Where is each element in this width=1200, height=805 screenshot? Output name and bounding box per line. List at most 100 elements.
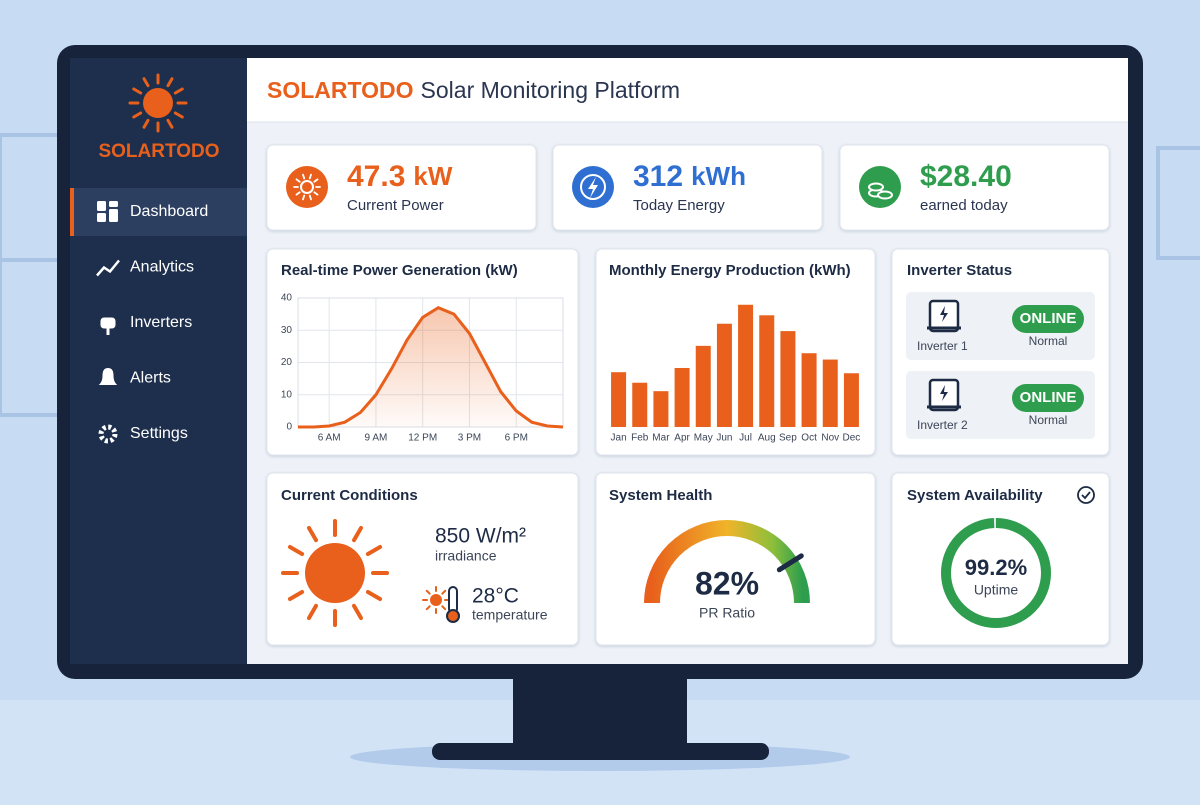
icon-part bbox=[98, 424, 118, 444]
logo-sun-ray bbox=[132, 87, 143, 95]
x-tick-label: Aug bbox=[758, 433, 776, 444]
status-pill bbox=[1012, 384, 1084, 412]
inverter-state: Normal bbox=[1029, 334, 1068, 348]
x-tick-label: Oct bbox=[801, 433, 817, 444]
inverter-status: ONLINE bbox=[1020, 389, 1077, 406]
sun bbox=[305, 543, 365, 603]
nav-icon bbox=[96, 259, 120, 277]
bar bbox=[801, 353, 817, 427]
kpi-label: Current Power bbox=[347, 197, 444, 214]
kpi-icon-ring bbox=[580, 174, 606, 200]
card bbox=[266, 144, 537, 231]
x-tick-label: Apr bbox=[674, 433, 690, 444]
x-tick-label: Jan bbox=[611, 433, 627, 444]
logo-sun-ray bbox=[132, 111, 143, 119]
x-tick-label: Mar bbox=[652, 433, 670, 444]
sun-ray bbox=[307, 525, 318, 543]
x-tick-label: Jun bbox=[716, 433, 732, 444]
kpi-icon-sun bbox=[300, 180, 314, 194]
kpi-label: Today Energy bbox=[633, 197, 725, 214]
kpi-value: 312 kWh bbox=[633, 160, 746, 193]
kpi-value: $28.40 bbox=[920, 160, 1012, 193]
nav-icon bbox=[100, 317, 116, 335]
stand-neck bbox=[513, 678, 687, 746]
window bbox=[0, 133, 62, 417]
logo-sun-ray bbox=[142, 118, 150, 129]
brand: SOLARTODO bbox=[267, 77, 414, 103]
inverter-status: ONLINE bbox=[1020, 310, 1077, 327]
header bbox=[247, 58, 1128, 122]
x-tick-label: 6 AM bbox=[318, 433, 341, 444]
icon-part bbox=[109, 201, 118, 207]
bar bbox=[632, 382, 648, 427]
x-tick-label: May bbox=[694, 433, 713, 444]
sidebar-brand: SOLARTODO bbox=[98, 141, 219, 162]
sidebar bbox=[70, 58, 247, 664]
ring-value-label: 99.2% bbox=[965, 555, 1027, 580]
thermometer-bulb bbox=[446, 609, 460, 623]
card-title: System Health bbox=[609, 487, 712, 504]
y-tick-label: 40 bbox=[281, 293, 293, 304]
y-tick-label: 0 bbox=[286, 422, 292, 433]
bar bbox=[843, 373, 859, 427]
logo-sun-ray bbox=[166, 118, 174, 129]
inverter-name: Inverter 1 bbox=[917, 339, 968, 353]
card bbox=[891, 472, 1110, 646]
thermo-sun-ray bbox=[441, 589, 447, 595]
kpi-number: $28.40 bbox=[920, 160, 1012, 193]
kpi-icon-ray-ray bbox=[308, 173, 312, 180]
kpi-icon-ray-ray bbox=[308, 194, 312, 201]
icon-part bbox=[98, 367, 118, 385]
sun-ray bbox=[352, 603, 363, 621]
nav-item[interactable]: Dashboard bbox=[130, 203, 208, 220]
inverter-state: Normal bbox=[1029, 413, 1068, 427]
title: Solar Monitoring Platform bbox=[421, 77, 681, 103]
nav-item[interactable]: Analytics bbox=[130, 259, 194, 276]
header-title: SOLARTODO Solar Monitoring Platform bbox=[267, 77, 680, 103]
kpi-icon-ray-ray bbox=[302, 173, 306, 180]
kpi-icon-ray-ray bbox=[302, 194, 306, 201]
y-tick-label: 20 bbox=[281, 357, 293, 368]
logo-sun-ray bbox=[166, 77, 174, 88]
nav-item[interactable]: Inverters bbox=[130, 314, 192, 331]
kpi-icon-coin bbox=[868, 182, 884, 192]
sun-ray bbox=[352, 525, 363, 543]
chart-title: Real-time Power Generation (kW) bbox=[281, 262, 518, 279]
sun-ray bbox=[287, 545, 305, 556]
area bbox=[298, 307, 563, 427]
sun-ray bbox=[365, 590, 383, 601]
bar bbox=[674, 367, 690, 427]
card-title: Current Conditions bbox=[281, 487, 418, 504]
logo-sun-ray bbox=[173, 111, 184, 119]
kpi-unit: kW bbox=[413, 161, 452, 191]
nav-item[interactable]: Alerts bbox=[130, 370, 171, 387]
bar bbox=[738, 304, 754, 427]
gauge-needle bbox=[776, 553, 804, 573]
bar bbox=[780, 331, 796, 427]
kpi-icon-ray-ray bbox=[295, 191, 301, 196]
thermo-sun-ray bbox=[425, 605, 431, 611]
kpi-label: earned today bbox=[920, 197, 1008, 214]
card-title: System Availability bbox=[907, 487, 1043, 504]
bar bbox=[716, 323, 732, 427]
irradiance-label: irradiance bbox=[435, 548, 497, 564]
nav-item[interactable]: Settings bbox=[130, 425, 188, 442]
kpi-unit: kWh bbox=[691, 161, 746, 191]
card bbox=[839, 144, 1110, 231]
card bbox=[266, 472, 579, 646]
kpi-icon-ray-ray bbox=[313, 178, 319, 183]
x-tick-label: Feb bbox=[631, 433, 649, 444]
bar bbox=[695, 345, 711, 427]
bar bbox=[759, 315, 775, 427]
nav-icon bbox=[98, 424, 118, 444]
kpi-value: 47.3 kW bbox=[347, 160, 453, 193]
bar bbox=[653, 391, 669, 427]
stand-base bbox=[432, 743, 769, 760]
logo-sun-ray bbox=[142, 77, 150, 88]
chart-title: Monthly Energy Production (kWh) bbox=[609, 262, 851, 279]
icon-part bbox=[97, 213, 106, 222]
ring-value bbox=[941, 518, 1051, 628]
icon-part bbox=[109, 209, 118, 222]
